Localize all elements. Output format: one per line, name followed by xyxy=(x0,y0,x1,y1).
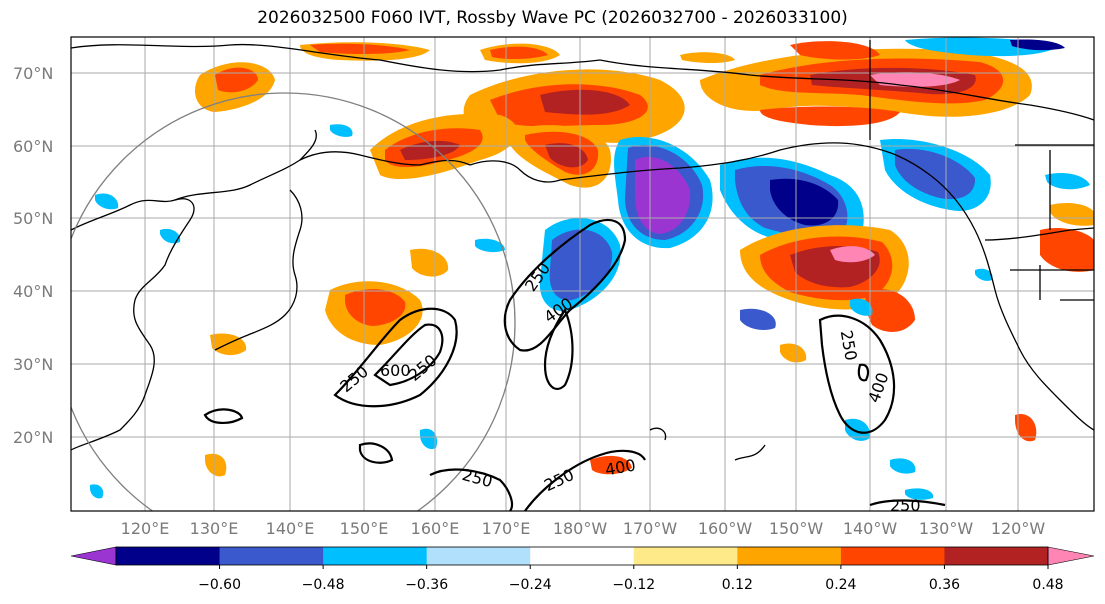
colorbar-segment xyxy=(530,547,635,565)
colorbar-extend-max xyxy=(1047,546,1095,566)
colorbar-tick-label: −0.12 xyxy=(612,577,655,593)
lon-label: 120°W xyxy=(991,519,1046,538)
colorbar-segment xyxy=(116,547,221,565)
colorbar: −0.60 −0.48 −0.36 −0.24 −0.12 0.12 0.24 0.36 0.4… xyxy=(70,546,1095,593)
lon-label: 170°E xyxy=(482,519,531,538)
lat-label: 60°N xyxy=(13,137,53,156)
map-title: 2026032500 F060 IVT, Rossby Wave PC (202… xyxy=(257,8,848,28)
lon-label: 140°W xyxy=(843,519,898,538)
lat-label: 30°N xyxy=(13,355,53,374)
ivt-contours xyxy=(203,218,946,511)
colorbar-segment xyxy=(840,547,945,565)
colorbar-segment xyxy=(323,547,428,565)
lon-label: 160°W xyxy=(698,519,753,538)
contour-label: 250 xyxy=(890,496,921,515)
colorbar-extend-min xyxy=(70,546,117,566)
colorbar-segment xyxy=(737,547,842,565)
colorbar-tick-label: 0.12 xyxy=(722,577,753,593)
lon-label: 150°W xyxy=(769,519,824,538)
colorbar-frame xyxy=(115,546,1049,566)
lon-label: 150°E xyxy=(340,519,389,538)
colorbar-tick-label: 0.24 xyxy=(825,577,856,593)
lon-label: 160°E xyxy=(411,519,460,538)
colorbar-tick-label: 0.48 xyxy=(1032,577,1063,593)
colorbar-tick-label: −0.24 xyxy=(509,577,552,593)
lon-label: 170°W xyxy=(623,519,678,538)
lat-label: 70°N xyxy=(13,64,53,83)
colorbar-tick-label: −0.60 xyxy=(198,577,241,593)
lon-label: 140°E xyxy=(266,519,315,538)
colorbar-segment xyxy=(633,547,738,565)
lon-label: 130°E xyxy=(190,519,239,538)
colorbar-segment xyxy=(944,547,1049,565)
colorbar-segment xyxy=(426,547,531,565)
lat-label: 40°N xyxy=(13,282,53,301)
coastlines xyxy=(71,40,1094,461)
range-circle xyxy=(71,92,516,511)
colorbar-tick-label: 0.36 xyxy=(929,577,960,593)
colorbar-segment xyxy=(219,547,324,565)
longitude-labels: 120°E 130°E 140°E 150°E 160°E 170°E 180°… xyxy=(121,519,1046,538)
lat-label: 20°N xyxy=(13,428,53,447)
lat-label: 50°N xyxy=(13,209,53,228)
map-content: 250 250 600 250 400 250 250 400 250 400 … xyxy=(71,37,1094,515)
lon-label: 130°W xyxy=(919,519,974,538)
colorbar-tick-label: −0.48 xyxy=(302,577,345,593)
latitude-labels: 70°N 60°N 50°N 40°N 30°N 20°N xyxy=(13,64,53,447)
lon-label: 180°W xyxy=(553,519,608,538)
map-frame xyxy=(70,36,1095,512)
contour-label: 600 xyxy=(380,361,411,380)
colorbar-tick-label: −0.36 xyxy=(405,577,448,593)
lon-label: 120°E xyxy=(121,519,170,538)
